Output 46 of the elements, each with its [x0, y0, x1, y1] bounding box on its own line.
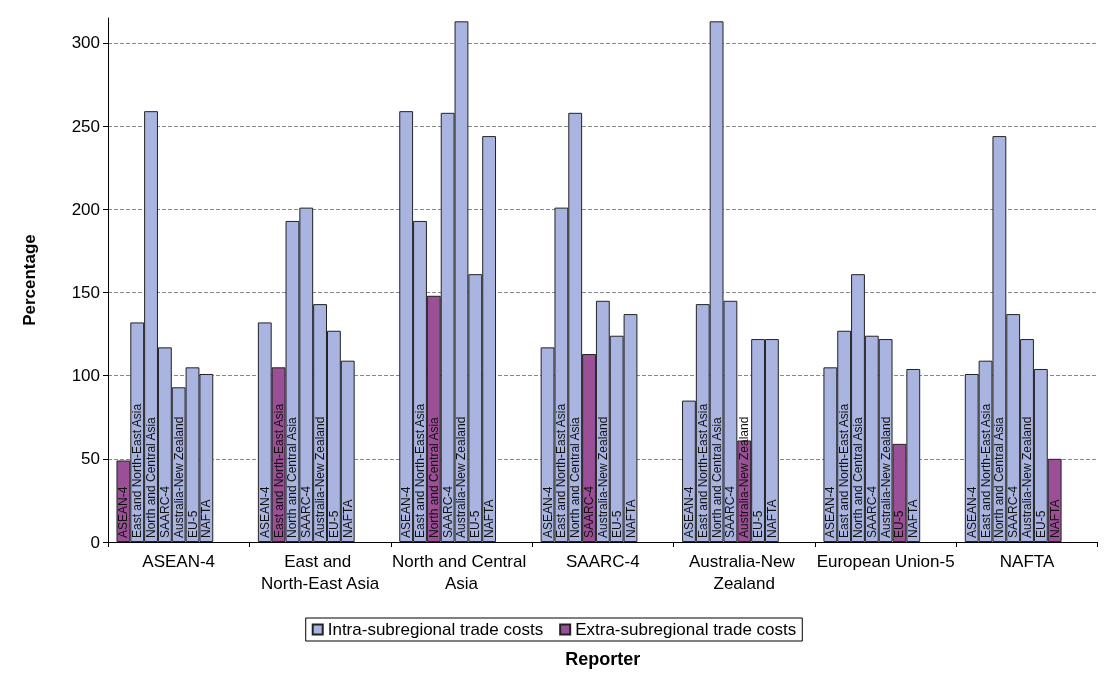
category-label: ASEAN-4 [257, 486, 272, 538]
x-axis-title: Reporter [565, 649, 641, 669]
series-label: NAFTA [199, 499, 214, 538]
x-tick-label: NAFTA [999, 551, 1055, 571]
x-tick-label: SAARC-4 [566, 551, 640, 571]
text: EU-5 [468, 510, 483, 538]
text: EU-5 [185, 510, 200, 538]
y-tick-label: 200 [71, 199, 100, 219]
category-label: ASEAN-4 [540, 486, 555, 538]
y-tick-label: 0 [90, 532, 100, 552]
category-label: NAFTA [906, 499, 921, 538]
category-label: SAARC-4 [864, 485, 879, 538]
category-label: ASEAN-4 [964, 486, 979, 538]
y-tick-label: 100 [71, 366, 100, 386]
category-label: NAFTA [764, 499, 779, 538]
y-tick-label: 150 [71, 282, 100, 302]
category-label: NAFTA [340, 499, 355, 538]
category-label: ASEAN-4 [399, 486, 414, 538]
y-tick-label: 50 [81, 449, 100, 469]
x-tick-label: Australia-New Zealand [688, 551, 800, 593]
text: EU-5 [326, 510, 341, 538]
series-label: ASEAN-4 [681, 486, 696, 538]
category-label: NAFTA [623, 499, 638, 538]
series-label: SAARC-4 [1006, 485, 1021, 538]
category-label: NAFTA [482, 499, 497, 538]
category-label: ASEAN-4 [823, 486, 838, 538]
legend-label: Extra-subregional trade costs [575, 620, 797, 639]
series-label: EU-5 [892, 510, 907, 538]
x-tick-label: North and Central Asia [392, 551, 531, 593]
legend-label: Intra-subregional trade costs [327, 620, 544, 639]
x-tick-label: ASEAN-4 [142, 551, 216, 571]
text: EU-5 [751, 510, 766, 538]
x-tick-label: European Union-5 [816, 551, 955, 571]
category-label: SAARC-4 [723, 485, 738, 538]
category-label: SAARC-4 [582, 485, 597, 538]
category-label: SAARC-4 [157, 485, 172, 538]
y-axis-title: Percentage [20, 234, 39, 326]
category-label: SAARC-4 [299, 485, 314, 538]
y-tick-label: 300 [71, 33, 100, 53]
category-label: SAARC-4 [440, 485, 455, 538]
category-label: ASEAN-4 [116, 486, 131, 538]
y-tick-label: 250 [71, 116, 100, 136]
text: EU-5 [1033, 510, 1048, 538]
x-tick-label: East and North-East Asia [261, 551, 380, 593]
category-label: NAFTA [1047, 499, 1062, 538]
text: EU-5 [609, 510, 624, 538]
